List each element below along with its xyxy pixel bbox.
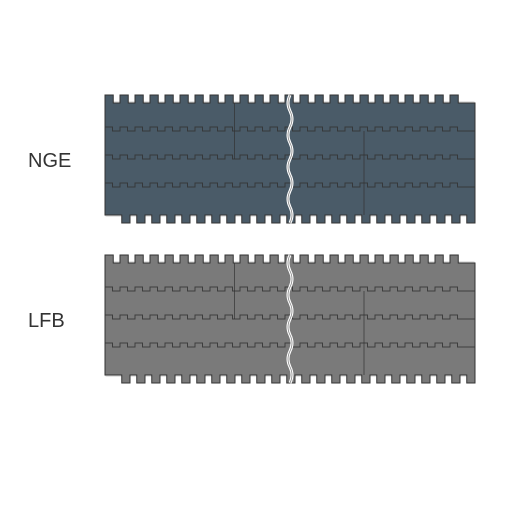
belt-nge-svg — [105, 95, 475, 223]
variant-label-nge: NGE — [28, 150, 71, 173]
belt-lfb-svg — [105, 255, 475, 383]
belt-nge — [105, 95, 475, 223]
belt-lfb — [105, 255, 475, 383]
variant-label-lfb: LFB — [28, 310, 65, 333]
belt-variants-figure: NGE LFB — [0, 0, 512, 512]
